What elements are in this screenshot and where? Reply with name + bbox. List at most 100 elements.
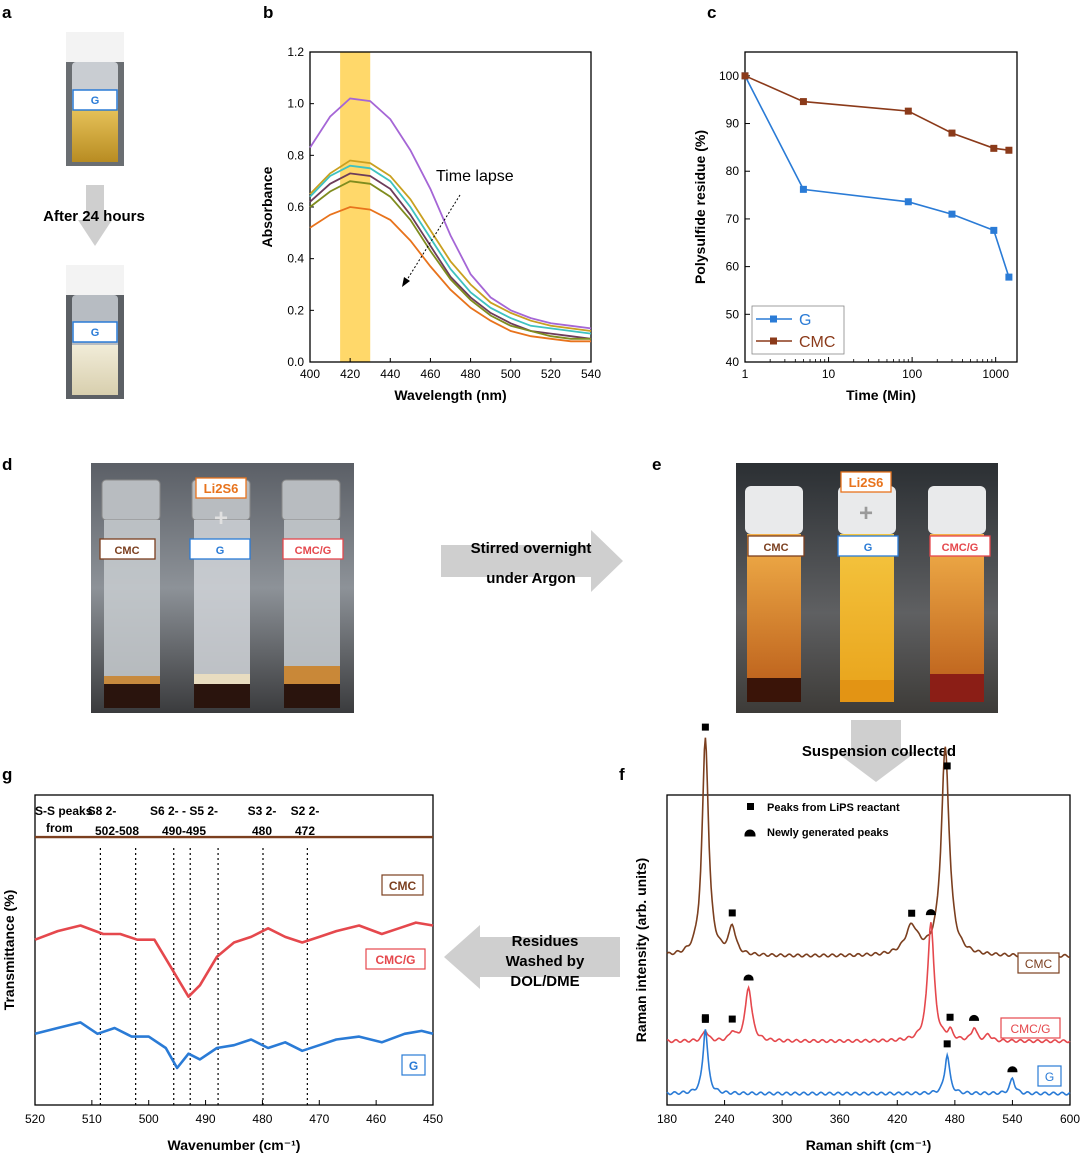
data-point-cmc: [904, 107, 912, 115]
x-tick-label: 240: [715, 1112, 735, 1126]
vial-tag-cmc-text: CMC: [763, 542, 788, 554]
new-peak-marker: [925, 909, 936, 916]
vial-photo-before: G: [66, 32, 124, 166]
y-tick-label: 90: [726, 117, 740, 131]
legend-label: Newly generated peaks: [767, 827, 889, 839]
data-point-g: [799, 185, 807, 193]
vial-tag-cmc-g-text: CMC/G: [295, 545, 332, 557]
data-point-g: [990, 226, 998, 234]
vial-tag-cmc-g-text: CMC/G: [942, 542, 979, 554]
panel-d-label: d: [2, 455, 12, 474]
residues-text-line1: Residues: [512, 933, 579, 950]
panel-c-label: c: [707, 3, 716, 22]
photo-d-vials: Li2S6 + CMC G CMC/G: [91, 463, 354, 713]
legend-label: G: [799, 312, 811, 329]
reactant-peak-marker: [701, 723, 709, 731]
x-tick-label: 470: [309, 1112, 329, 1126]
chart-b-uv-vis: 400 420 440 460 480 500 520 540 0.0 0.2 0.4 0.6 0.8 1…: [259, 45, 601, 403]
chart-g-ftir: 520 510 500 490 480 470 460 450 CMC CMC/G G S-S pea…: [1, 794, 443, 1153]
series-line-cmc: [744, 75, 1009, 151]
x-tick-label: 180: [657, 1112, 677, 1126]
x-tick-label: 520: [541, 367, 561, 381]
reactant-peak-marker: [908, 909, 916, 917]
ss-peaks-from: from: [46, 821, 73, 835]
panel-f-label: f: [619, 765, 625, 784]
raman-series-2: [666, 1029, 1071, 1096]
species-range: 490-495: [162, 824, 206, 838]
reactant-peak-marker: [728, 909, 736, 917]
x-tick-label: 480: [461, 367, 481, 381]
x-tick-label: 10: [822, 367, 836, 381]
reactant-peak-marker: [701, 1014, 709, 1022]
series-tag: [1000, 1017, 1061, 1039]
reactant-peak-marker: [943, 762, 951, 770]
series-tag: [1017, 952, 1060, 974]
series-tag-label: CMC/G: [1011, 1022, 1051, 1036]
new-peak-marker: [743, 974, 754, 981]
y-tick-label: 40: [726, 355, 740, 369]
vial-tag-text: G: [91, 95, 100, 107]
y-axis-title: Transmittance (%): [1, 890, 17, 1011]
panel-a-label: a: [2, 3, 12, 22]
x-tick-label: 1: [742, 367, 749, 381]
stirred-text-line1: Stirred overnight: [471, 540, 592, 557]
series-tag: [1037, 1065, 1062, 1087]
li2s6-label: Li2S6: [204, 481, 239, 496]
legend-marker: [770, 315, 777, 323]
legend: G CMC: [751, 305, 845, 355]
data-point-cmc: [741, 72, 749, 80]
ftir-series-cmc-g: [34, 921, 434, 998]
y-tick-label: 60: [726, 260, 740, 274]
ftir-series-g: [34, 1021, 434, 1070]
raman-series-0: [666, 737, 1071, 959]
species-range: 480: [252, 824, 272, 838]
vial-tag: [72, 321, 118, 343]
panel-e-label: e: [652, 455, 661, 474]
data-point-cmc: [799, 98, 807, 106]
species-label: S2 2-: [291, 804, 320, 818]
series-tag: [381, 874, 424, 896]
vial-tag-cmc: [747, 535, 805, 557]
y-axis-title: Raman intensity (arb. units): [633, 858, 649, 1042]
y-axis-title: Polysulfide residue (%): [692, 130, 708, 284]
data-point-g: [948, 210, 956, 218]
vial-tag-g: [189, 538, 251, 560]
reactant-peak-marker: [946, 1013, 954, 1021]
series-tag: [365, 948, 426, 970]
x-tick-label: 540: [581, 367, 601, 381]
vial-tag-g: [837, 535, 899, 557]
x-tick-label: 100: [902, 367, 922, 381]
x-tick-label: 510: [82, 1112, 102, 1126]
x-axis-title: Wavelength (nm): [394, 387, 506, 403]
species-label: S8 2-: [88, 804, 117, 818]
x-tick-label: 450: [423, 1112, 443, 1126]
new-peak-marker: [969, 1014, 980, 1021]
legend-square-marker: [747, 803, 754, 810]
y-tick-label: 70: [726, 212, 740, 226]
x-tick-label: 460: [366, 1112, 386, 1126]
new-peak-marker: [1007, 1066, 1018, 1073]
li2s6-tag: [840, 471, 892, 493]
series-line-g: [744, 75, 1010, 278]
y-tick-label: 0.0: [287, 355, 304, 369]
arrow-d-to-e: [441, 530, 623, 592]
time-lapse-arrowhead: [402, 277, 410, 287]
y-tick-label: 0.4: [287, 252, 304, 266]
x-tick-label: 420: [887, 1112, 907, 1126]
series-line-4: [309, 180, 591, 340]
x-tick-label: 460: [420, 367, 440, 381]
legend-label: CMC: [799, 334, 835, 351]
residues-text-line2: Washed by: [506, 953, 585, 970]
vial-tag: [72, 89, 118, 111]
series-line-2: [309, 164, 592, 335]
plot-frame: [666, 794, 1071, 1106]
vial-tag-g-text: G: [216, 545, 225, 557]
species-range: 472: [295, 824, 315, 838]
species-label: S3 2-: [248, 804, 277, 818]
series-tag: [401, 1054, 426, 1076]
y-tick-label: 0.8: [287, 148, 304, 162]
x-tick-label: 420: [340, 367, 360, 381]
data-point-g: [904, 198, 912, 206]
vial-tag-text: G: [91, 327, 100, 339]
